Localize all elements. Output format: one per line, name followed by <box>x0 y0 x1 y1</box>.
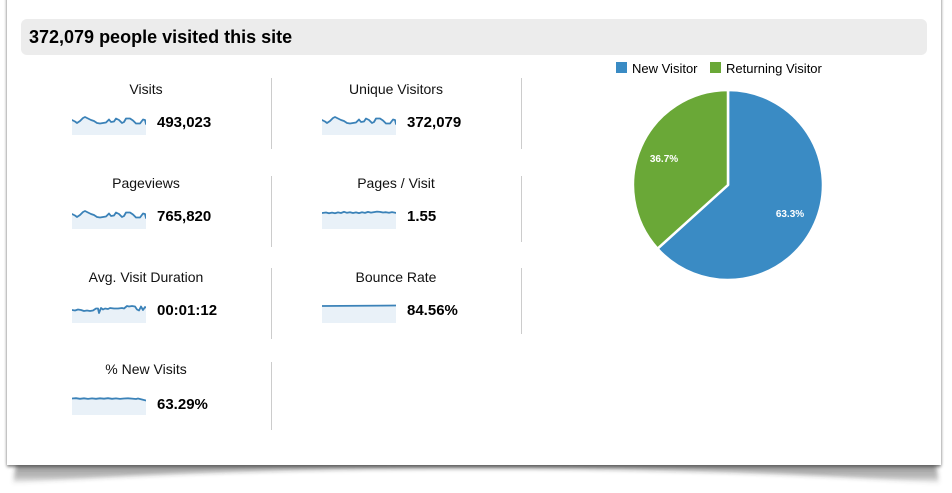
svg-text:36.7%: 36.7% <box>650 154 678 165</box>
svg-text:63.3%: 63.3% <box>776 209 804 220</box>
